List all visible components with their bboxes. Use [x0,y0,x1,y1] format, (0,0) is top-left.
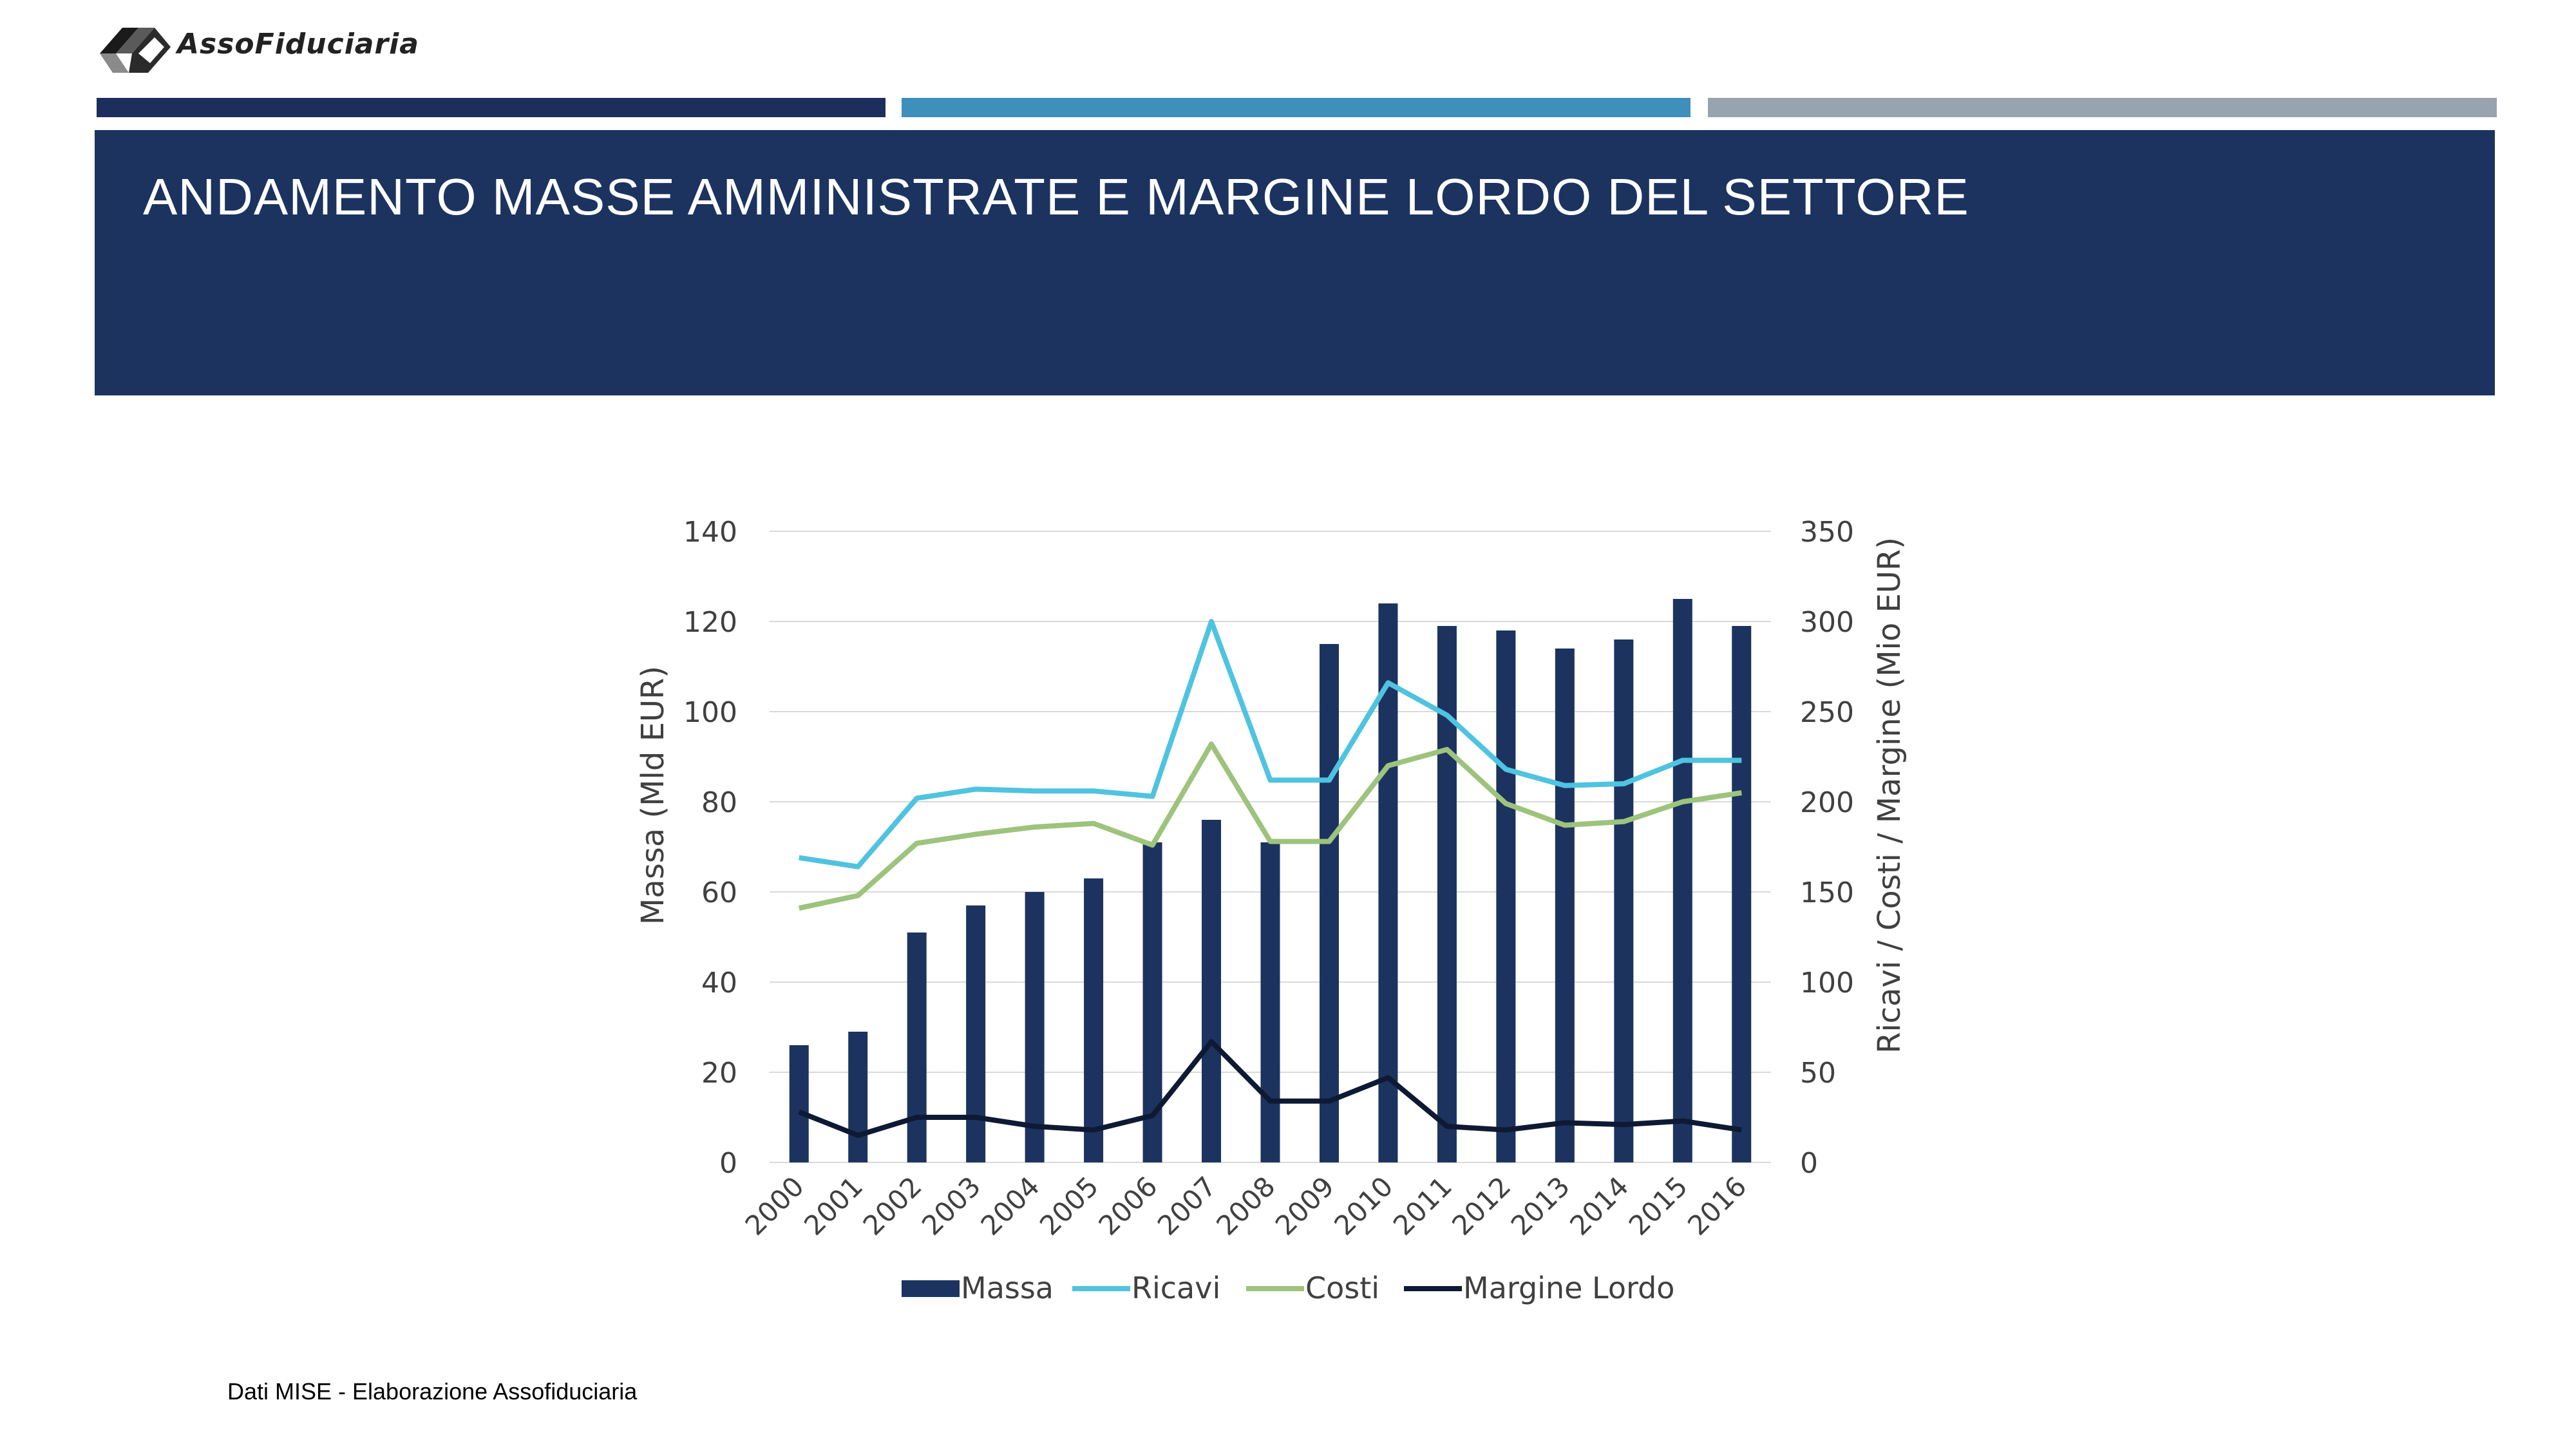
bar-massa [1202,820,1222,1162]
y-tick-label: 120 [683,606,737,639]
x-tick-label: 2006 [1092,1170,1163,1241]
y2-tick-label: 250 [1800,696,1854,729]
legend-label: Margine Lordo [1463,1271,1674,1305]
x-tick-label: 2004 [974,1170,1045,1241]
bar-massa [1437,626,1457,1162]
x-tick-label: 2009 [1269,1170,1340,1241]
bar-massa [1496,630,1516,1162]
line-ricavi [799,619,1742,869]
x-tick-label: 2000 [739,1170,810,1241]
y-tick-label: 140 [683,516,737,549]
x-tick-label: 2003 [916,1170,987,1241]
x-tick-label: 2005 [1034,1170,1104,1241]
logo-text: AssoFiduciaria [177,28,419,61]
combo-chart: 0 20 40 60 80 100 120 140 0 50 100 150 200 250 300 350 2… [635,516,1908,1305]
bar-massa [1084,878,1104,1162]
legend-swatch [902,1280,960,1297]
header-band-blue [902,98,1690,117]
line-margine-lordo [798,1039,1742,1138]
y-tick-label: 40 [701,967,737,999]
y-tick-label: 60 [701,876,737,909]
x-tick-label: 2013 [1505,1170,1576,1241]
y-axis-title: Massa (Mld EUR) [635,666,671,925]
bar-massa [789,1045,809,1162]
header-band-gray [1708,98,2497,117]
x-tick-label: 2015 [1623,1170,1694,1241]
bar-massa [1555,649,1575,1162]
y2-axis-title: Ricavi / Costi / Margine (Mio EUR) [1871,537,1908,1054]
x-tick-label: 2016 [1681,1170,1752,1241]
y2-tick-label: 200 [1800,786,1854,819]
legend-label: Massa [961,1271,1054,1305]
y2-tick-label: 50 [1800,1057,1836,1090]
y2-tick-label: 100 [1800,967,1854,999]
source-note: Dati MISE - Elaborazione Assofiduciaria [227,1378,638,1405]
x-tick-label: 2011 [1387,1170,1458,1241]
bar-massa [1025,892,1045,1162]
y-tick-label: 0 [719,1147,737,1180]
y2-tick-label: 0 [1800,1147,1818,1180]
page-title: ANDAMENTO MASSE AMMINISTRATE E MARGINE L… [143,168,1969,225]
line-costi [798,741,1742,911]
legend-label: Ricavi [1132,1271,1220,1305]
assofiduciaria-logo [100,28,171,73]
x-tick-label: 2002 [857,1170,928,1241]
bar-massa [1732,626,1752,1162]
bar-massa [907,933,927,1162]
x-tick-label: 2008 [1210,1170,1281,1241]
y2-tick-label: 150 [1800,876,1854,909]
x-tick-label: 2010 [1328,1170,1399,1241]
header-band-dark [97,98,886,117]
title-banner: ANDAMENTO MASSE AMMINISTRATE E MARGINE L… [95,130,2495,395]
bar-massa [848,1032,868,1162]
bar-massa [1260,842,1280,1162]
bar-massa [966,905,986,1162]
y-tick-label: 100 [683,696,737,729]
x-tick-label: 2001 [798,1170,869,1241]
bar-massa [1614,639,1634,1162]
y-tick-label: 80 [701,786,737,819]
x-tick-label: 2012 [1446,1170,1517,1241]
y2-tick-label: 300 [1800,606,1854,639]
y-tick-label: 20 [701,1057,737,1090]
x-tick-label: 2014 [1564,1170,1634,1241]
y2-tick-label: 350 [1800,516,1854,549]
legend-label: Costi [1305,1271,1379,1305]
x-tick-label: 2007 [1151,1170,1222,1241]
bar-massa [1319,644,1339,1162]
bar-massa [1672,599,1692,1162]
